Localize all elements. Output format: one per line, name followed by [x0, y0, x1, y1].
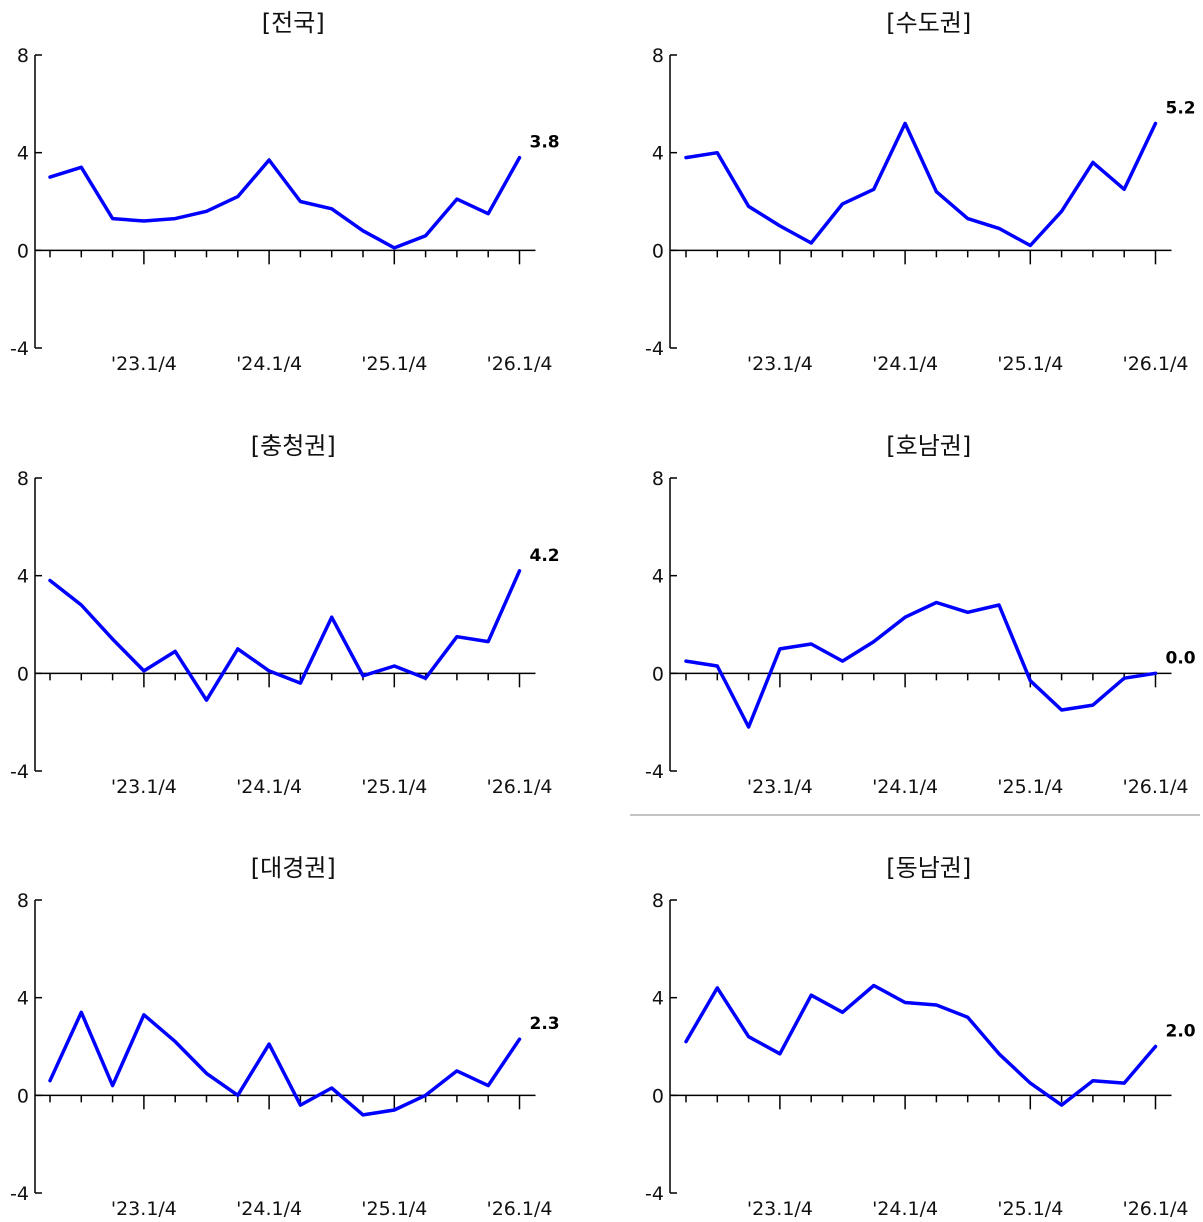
x-tick-label: '23.1/4 [111, 353, 177, 375]
x-tick-label: '25.1/4 [997, 1198, 1063, 1220]
y-tick-label: -4 [10, 338, 29, 360]
x-tick-label: '24.1/4 [872, 353, 938, 375]
chart-title: [전국] [262, 9, 325, 37]
x-tick-label: '23.1/4 [747, 776, 813, 798]
series-line [684, 600, 1158, 729]
chart-panel-5: [대경권] 8 4 0 -4 '23.1/4 '24.1/4 '25.1/4 '26.1/4 2.… [10, 854, 560, 1220]
x-tick-label: '26.1/4 [486, 353, 552, 375]
chart-panel-2: [수도권] 8 4 0 -4 '23.1/4 '24.1/4 '25.1/4 '26.1/4 5.… [645, 9, 1196, 375]
series-line [48, 569, 522, 702]
y-tick-label: -4 [10, 761, 29, 783]
chart-panel-1: [전국] 8 4 0 -4 '23.1/4 '24.1/4 '25.1/4 '26.1/4 3.8 [10, 9, 560, 375]
x-tick-label: '24.1/4 [236, 353, 302, 375]
x-tick-label: '26.1/4 [1122, 776, 1188, 798]
x-tick-label: '25.1/4 [997, 353, 1063, 375]
series-line [48, 1010, 522, 1117]
series-line [684, 983, 1158, 1107]
y-tick-label: 0 [17, 1085, 29, 1107]
x-tick-label: '24.1/4 [872, 776, 938, 798]
x-tick-label: '25.1/4 [361, 776, 427, 798]
y-tick-label: 0 [652, 240, 664, 262]
end-value-label: 4.2 [530, 546, 560, 566]
y-tick-label: -4 [645, 338, 664, 360]
series-line [684, 121, 1158, 248]
y-tick-label: 8 [652, 890, 664, 912]
chart-title: [수도권] [886, 9, 971, 37]
end-value-label: 0.0 [1166, 648, 1196, 668]
chart-panel-3: [충청권] 8 4 0 -4 '23.1/4 '24.1/4 '25.1/4 '26.1/4 4.… [10, 432, 560, 798]
y-tick-label: 4 [652, 566, 664, 588]
x-tick-label: '24.1/4 [236, 776, 302, 798]
x-tick-label: '23.1/4 [111, 1198, 177, 1220]
chart-title: [대경권] [251, 854, 336, 882]
series-line [48, 155, 522, 250]
end-value-label: 2.3 [530, 1014, 560, 1034]
y-tick-label: -4 [645, 761, 664, 783]
end-value-label: 5.2 [1166, 98, 1196, 118]
y-tick-label: 4 [652, 143, 664, 165]
x-tick-label: '25.1/4 [361, 1198, 427, 1220]
y-tick-label: 8 [17, 45, 29, 67]
y-tick-label: -4 [645, 1183, 664, 1205]
chart-panel-6: [동남권] 8 4 0 -4 '23.1/4 '24.1/4 '25.1/4 '26.1/4 2.… [645, 854, 1196, 1220]
y-tick-label: 4 [17, 566, 29, 588]
x-tick-label: '24.1/4 [872, 1198, 938, 1220]
y-tick-label: 0 [17, 240, 29, 262]
y-tick-label: 0 [652, 663, 664, 685]
x-tick-label: '23.1/4 [111, 776, 177, 798]
x-tick-label: '25.1/4 [361, 353, 427, 375]
y-tick-label: 0 [652, 1085, 664, 1107]
end-value-label: 3.8 [530, 133, 560, 153]
chart-title: [호남권] [886, 432, 971, 460]
y-tick-label: 4 [652, 988, 664, 1010]
y-tick-label: 8 [17, 890, 29, 912]
chart-title: [동남권] [886, 854, 971, 882]
x-tick-label: '26.1/4 [1122, 353, 1188, 375]
end-value-label: 2.0 [1166, 1022, 1196, 1042]
chart-panel-4: [호남권] 8 4 0 -4 '23.1/4 '24.1/4 '25.1/4 '26.1/4 0.… [645, 432, 1196, 798]
x-tick-label: '26.1/4 [486, 776, 552, 798]
y-tick-label: 4 [17, 143, 29, 165]
y-tick-label: 8 [652, 45, 664, 67]
x-tick-label: '26.1/4 [1122, 1198, 1188, 1220]
x-tick-label: '24.1/4 [236, 1198, 302, 1220]
y-tick-label: 4 [17, 988, 29, 1010]
y-tick-label: 0 [17, 663, 29, 685]
x-tick-label: '25.1/4 [997, 776, 1063, 798]
x-tick-label: '23.1/4 [747, 1198, 813, 1220]
y-tick-label: 8 [652, 468, 664, 490]
x-tick-label: '23.1/4 [747, 353, 813, 375]
x-tick-label: '26.1/4 [486, 1198, 552, 1220]
y-tick-label: -4 [10, 1183, 29, 1205]
y-tick-label: 8 [17, 468, 29, 490]
chart-title: [충청권] [251, 432, 336, 460]
